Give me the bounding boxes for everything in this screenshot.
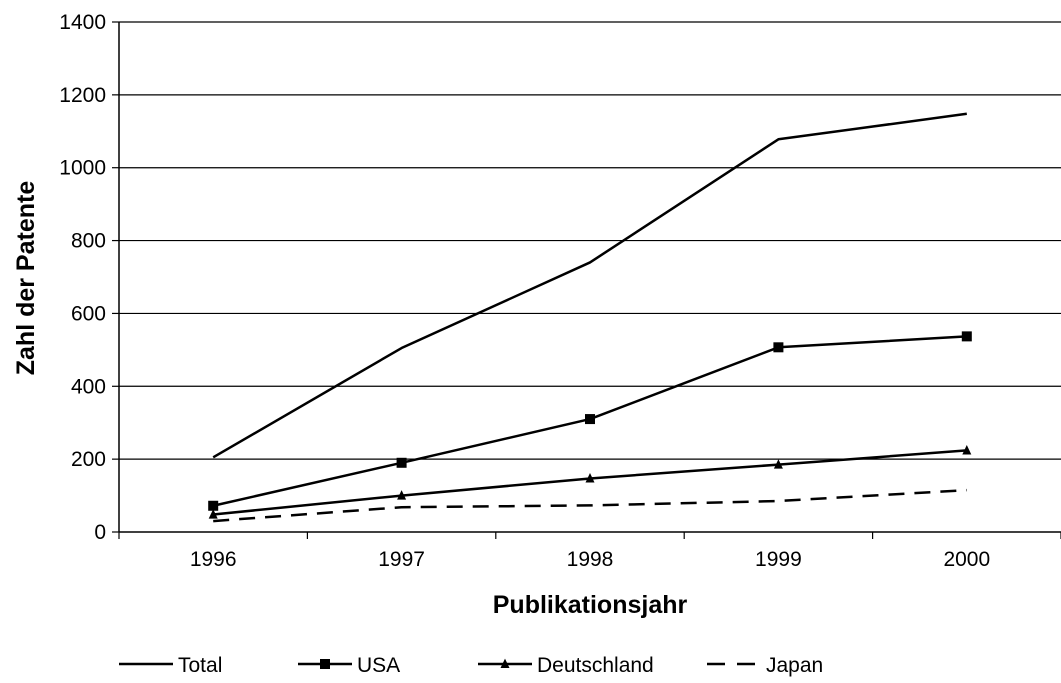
gridlines [119,21,1061,460]
y-tick-label: 800 [71,230,106,253]
data-point-deutschland [397,490,407,500]
legend: Total USA Deutschland Japan [119,654,823,677]
data-point-usa [208,500,219,511]
legend-label-japan: Japan [766,654,823,677]
legend-label-deutschland: Deutschland [537,654,654,677]
data-point-usa [961,331,972,342]
x-tick-label: 1996 [190,548,237,571]
data-point-usa [773,342,784,353]
legend-marker-usa [320,659,330,669]
series-usa [208,331,972,511]
data-point-deutschland [773,459,783,469]
y-tick-label: 0 [94,521,106,544]
x-tick-label: 1997 [378,548,425,571]
legend-label-usa: USA [357,654,400,677]
y-tick-label: 400 [71,375,106,398]
legend-item-total: Total [119,654,222,677]
series-japan [213,488,967,523]
legend-label-total: Total [178,654,222,677]
data-point-usa [585,414,595,425]
x-axis-title: Publikationsjahr [493,591,688,619]
y-tick-label: 600 [71,302,106,325]
legend-marker-deutschland [500,658,510,669]
series-total [212,112,967,459]
y-axis-title: Zahl der Patente [12,181,40,376]
data-point-deutschland [585,473,595,483]
y-tick-label: 1000 [59,157,106,180]
y-tick-label: 1200 [59,84,106,107]
series-lines [208,112,972,523]
x-tick-label: 1998 [567,548,614,571]
data-point-usa [396,457,407,468]
axes: 0 200 400 600 800 1000 1200 1400 1996 1997 1998 199… [59,11,1061,571]
x-tick-label: 2000 [943,548,990,571]
series-deutschland [208,445,972,519]
legend-item-japan: Japan [707,654,823,677]
series-line-total [212,112,967,459]
y-tick-label: 200 [71,448,106,471]
x-tick-label: 1999 [755,548,802,571]
y-tick-label: 1400 [59,11,106,34]
data-point-deutschland [208,509,218,519]
legend-item-deutschland: Deutschland [478,654,654,677]
legend-item-usa: USA [298,654,400,677]
series-line-japan [213,488,967,523]
data-point-deutschland [962,445,972,455]
